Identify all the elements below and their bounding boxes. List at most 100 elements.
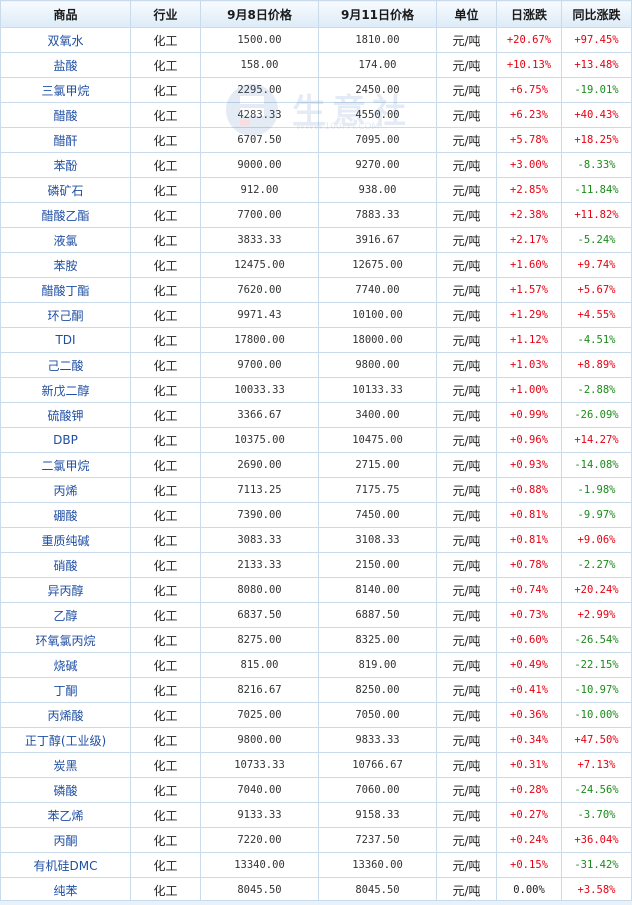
row-industry-cell: 化工 bbox=[130, 777, 201, 803]
row-daily-change-cell: +3.00% bbox=[496, 152, 562, 178]
row-name-cell[interactable]: 盐酸 bbox=[0, 52, 131, 78]
column-header-daily-change[interactable]: 日涨跌 bbox=[496, 0, 562, 28]
row-name-cell[interactable]: 环己酮 bbox=[0, 302, 131, 328]
row-price-sep11-cell: 10133.33 bbox=[318, 377, 437, 403]
row-price-sep8-cell: 815.00 bbox=[200, 652, 319, 678]
row-unit-cell: 元/吨 bbox=[436, 777, 497, 803]
table-row: 硫酸钾 化工 3366.67 3400.00 元/吨 +0.99% -26.09% bbox=[0, 402, 632, 428]
row-yoy-change-cell: -8.33% bbox=[561, 152, 632, 178]
table-row: 丙烯 化工 7113.25 7175.75 元/吨 +0.88% -1.98% bbox=[0, 477, 632, 503]
row-yoy-change-cell: -4.51% bbox=[561, 327, 632, 353]
row-daily-change-cell: +1.60% bbox=[496, 252, 562, 278]
row-name-cell[interactable]: 丙酮 bbox=[0, 827, 131, 853]
row-name-cell[interactable]: 炭黑 bbox=[0, 752, 131, 778]
row-name-cell[interactable]: 磷酸 bbox=[0, 777, 131, 803]
row-industry-cell: 化工 bbox=[130, 127, 201, 153]
row-price-sep8-cell: 2295.00 bbox=[200, 77, 319, 103]
row-name-cell[interactable]: 醋酸丁酯 bbox=[0, 277, 131, 303]
row-name-cell[interactable]: 丙烯酸 bbox=[0, 702, 131, 728]
column-header-industry[interactable]: 行业 bbox=[130, 0, 201, 28]
row-daily-change-cell: +0.81% bbox=[496, 502, 562, 528]
row-yoy-change-cell: +20.24% bbox=[561, 577, 632, 603]
row-name-cell[interactable]: 烧碱 bbox=[0, 652, 131, 678]
row-industry-cell: 化工 bbox=[130, 727, 201, 753]
row-name-cell[interactable]: 苯酚 bbox=[0, 152, 131, 178]
row-name-cell[interactable]: 丁酮 bbox=[0, 677, 131, 703]
row-unit-cell: 元/吨 bbox=[436, 502, 497, 528]
row-price-sep11-cell: 7060.00 bbox=[318, 777, 437, 803]
row-price-sep8-cell: 3366.67 bbox=[200, 402, 319, 428]
row-name-cell[interactable]: TDI bbox=[0, 327, 131, 353]
row-name-cell[interactable]: 己二酸 bbox=[0, 352, 131, 378]
row-unit-cell: 元/吨 bbox=[436, 802, 497, 828]
row-name-cell[interactable]: 重质纯碱 bbox=[0, 527, 131, 553]
row-price-sep8-cell: 7025.00 bbox=[200, 702, 319, 728]
table-row: 醋酸 化工 4283.33 4550.00 元/吨 +6.23% +40.43% bbox=[0, 102, 632, 128]
row-industry-cell: 化工 bbox=[130, 652, 201, 678]
row-unit-cell: 元/吨 bbox=[436, 77, 497, 103]
row-name-cell[interactable]: 液氯 bbox=[0, 227, 131, 253]
column-header-unit[interactable]: 单位 bbox=[436, 0, 497, 28]
row-industry-cell: 化工 bbox=[130, 677, 201, 703]
table-row: 环己酮 化工 9971.43 10100.00 元/吨 +1.29% +4.55% bbox=[0, 302, 632, 328]
row-industry-cell: 化工 bbox=[130, 802, 201, 828]
column-header-yoy-change[interactable]: 同比涨跌 bbox=[561, 0, 632, 28]
row-price-sep8-cell: 10033.33 bbox=[200, 377, 319, 403]
row-industry-cell: 化工 bbox=[130, 102, 201, 128]
row-name-cell[interactable]: 环氧氯丙烷 bbox=[0, 627, 131, 653]
row-name-cell[interactable]: 有机硅DMC bbox=[0, 852, 131, 878]
row-name-cell[interactable]: 新戊二醇 bbox=[0, 377, 131, 403]
row-price-sep11-cell: 9833.33 bbox=[318, 727, 437, 753]
row-name-cell[interactable]: 正丁醇(工业级) bbox=[0, 727, 131, 753]
table-row: 炭黑 化工 10733.33 10766.67 元/吨 +0.31% +7.13% bbox=[0, 752, 632, 778]
row-daily-change-cell: +0.15% bbox=[496, 852, 562, 878]
row-daily-change-cell: +1.12% bbox=[496, 327, 562, 353]
row-name-cell[interactable]: 醋酸乙酯 bbox=[0, 202, 131, 228]
row-unit-cell: 元/吨 bbox=[436, 877, 497, 903]
row-name-cell[interactable]: 硼酸 bbox=[0, 502, 131, 528]
row-price-sep8-cell: 7700.00 bbox=[200, 202, 319, 228]
row-price-sep8-cell: 9133.33 bbox=[200, 802, 319, 828]
column-header-price-sep11[interactable]: 9月11日价格 bbox=[318, 0, 437, 28]
row-name-cell[interactable]: 硫酸钾 bbox=[0, 402, 131, 428]
row-price-sep8-cell: 6707.50 bbox=[200, 127, 319, 153]
column-header-price-sep8[interactable]: 9月8日价格 bbox=[200, 0, 319, 28]
row-daily-change-cell: +0.49% bbox=[496, 652, 562, 678]
row-yoy-change-cell: +7.13% bbox=[561, 752, 632, 778]
row-name-cell[interactable]: 丙烯 bbox=[0, 477, 131, 503]
row-name-cell[interactable]: 苯乙烯 bbox=[0, 802, 131, 828]
row-price-sep11-cell: 2150.00 bbox=[318, 552, 437, 578]
row-name-cell[interactable]: 苯胺 bbox=[0, 252, 131, 278]
row-daily-change-cell: +5.78% bbox=[496, 127, 562, 153]
row-name-cell[interactable]: 磷矿石 bbox=[0, 177, 131, 203]
row-name-cell[interactable]: 异丙醇 bbox=[0, 577, 131, 603]
row-price-sep11-cell: 6887.50 bbox=[318, 602, 437, 628]
row-name-cell[interactable]: DBP bbox=[0, 427, 131, 453]
row-yoy-change-cell: +9.06% bbox=[561, 527, 632, 553]
row-yoy-change-cell: +40.43% bbox=[561, 102, 632, 128]
row-name-cell[interactable]: 二氯甲烷 bbox=[0, 452, 131, 478]
row-yoy-change-cell: +9.74% bbox=[561, 252, 632, 278]
row-name-cell[interactable]: 双氧水 bbox=[0, 27, 131, 53]
row-unit-cell: 元/吨 bbox=[436, 377, 497, 403]
row-name-cell[interactable]: 乙醇 bbox=[0, 602, 131, 628]
row-name-cell[interactable]: 纯苯 bbox=[0, 877, 131, 903]
row-unit-cell: 元/吨 bbox=[436, 577, 497, 603]
row-daily-change-cell: +0.24% bbox=[496, 827, 562, 853]
row-price-sep11-cell: 8325.00 bbox=[318, 627, 437, 653]
column-header-name[interactable]: 商品 bbox=[0, 0, 131, 28]
row-unit-cell: 元/吨 bbox=[436, 202, 497, 228]
row-price-sep8-cell: 12475.00 bbox=[200, 252, 319, 278]
row-price-sep11-cell: 2715.00 bbox=[318, 452, 437, 478]
row-industry-cell: 化工 bbox=[130, 552, 201, 578]
row-industry-cell: 化工 bbox=[130, 702, 201, 728]
row-name-cell[interactable]: 醋酸 bbox=[0, 102, 131, 128]
row-industry-cell: 化工 bbox=[130, 827, 201, 853]
row-name-cell[interactable]: 三氯甲烷 bbox=[0, 77, 131, 103]
table-row: 苯酚 化工 9000.00 9270.00 元/吨 +3.00% -8.33% bbox=[0, 152, 632, 178]
row-name-cell[interactable]: 硝酸 bbox=[0, 552, 131, 578]
row-name-cell[interactable]: 醋酐 bbox=[0, 127, 131, 153]
row-yoy-change-cell: -10.00% bbox=[561, 702, 632, 728]
row-industry-cell: 化工 bbox=[130, 477, 201, 503]
